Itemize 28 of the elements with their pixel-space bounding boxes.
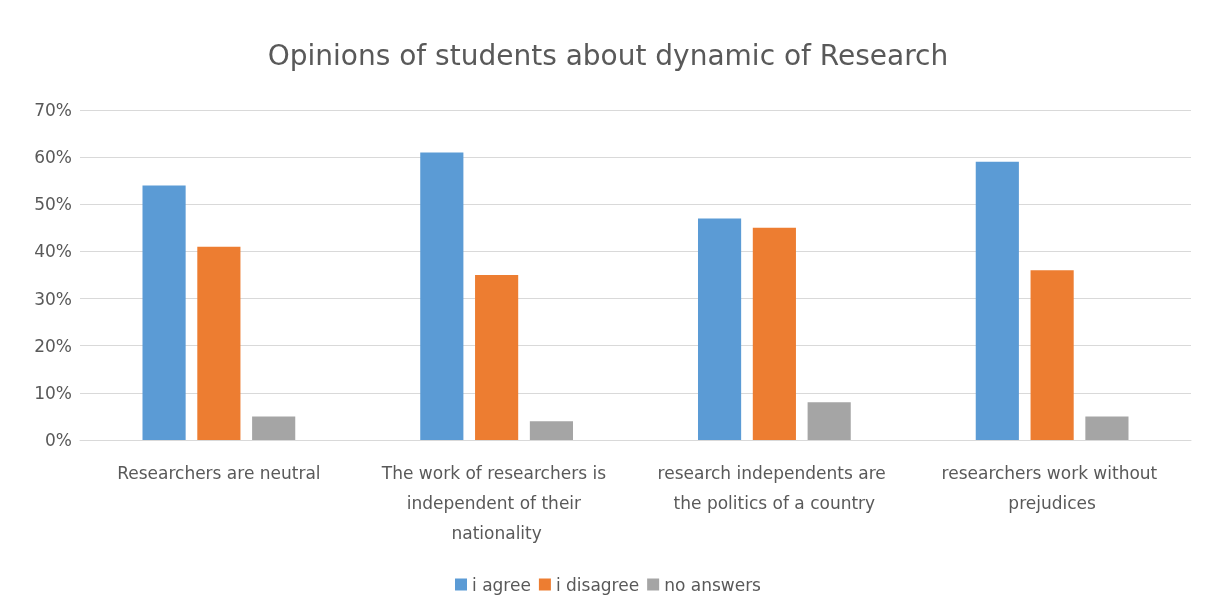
y-tick-label: 70%	[34, 100, 72, 120]
legend-label: no answers	[664, 574, 762, 595]
x-tick-label: researchers work without prejudices	[941, 463, 1163, 513]
x-tick-label: Researchers are neutral	[117, 463, 321, 483]
bar	[752, 227, 796, 440]
y-tick-label: 0%	[45, 430, 72, 450]
y-tick-label: 60%	[34, 147, 72, 168]
legend-label: i disagree	[555, 574, 640, 595]
x-tick-label: research independents are the politics of a country	[657, 463, 892, 513]
x-tick-label: The work of researchers is independent of their nationality	[380, 463, 612, 543]
bar	[975, 161, 1019, 440]
bar	[1085, 416, 1129, 440]
bar	[420, 152, 464, 440]
y-tick-label: 20%	[34, 335, 72, 356]
y-tick-label: 40%	[34, 241, 72, 262]
bar	[475, 275, 519, 440]
bar	[697, 218, 742, 440]
bar	[1030, 270, 1074, 440]
bar	[529, 421, 574, 440]
y-tick-label: 30%	[34, 288, 72, 309]
y-tick-label: 50%	[34, 194, 72, 215]
bar	[142, 185, 186, 440]
bar	[807, 402, 851, 440]
y-tick-label: 10%	[34, 382, 72, 403]
bar	[252, 416, 296, 440]
bar	[197, 246, 241, 440]
legend-label: i agree	[472, 574, 531, 595]
chart-title: Opinions of students about dynamic of Research	[267, 38, 949, 72]
